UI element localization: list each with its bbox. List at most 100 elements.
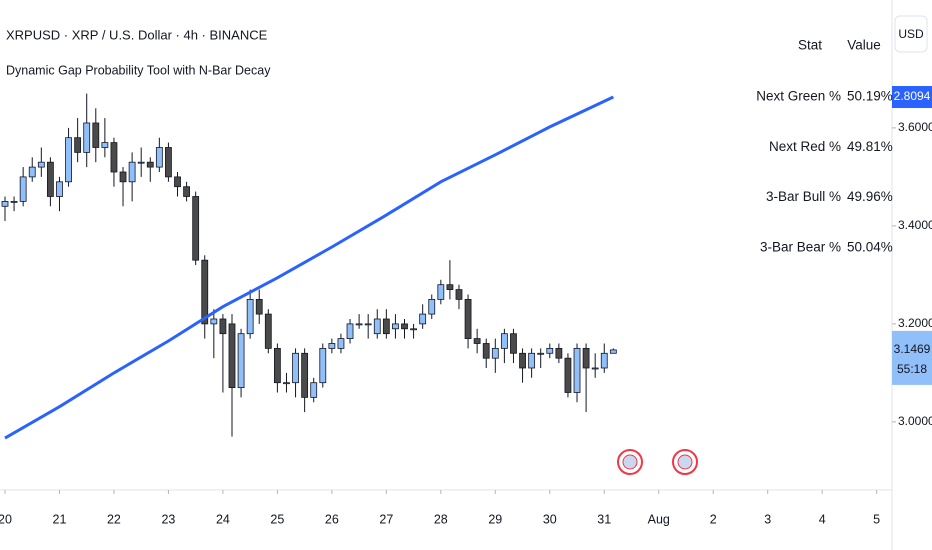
candle-body — [500, 333, 508, 349]
chart-title: XRPUSD · XRP / U.S. Dollar · 4h · BINANC… — [6, 27, 268, 42]
candle-body — [1, 200, 9, 207]
x-tick-label: 23 — [161, 512, 175, 526]
candle-body — [183, 186, 190, 197]
candle-body — [591, 367, 599, 370]
candle-body — [110, 142, 118, 173]
candle-body — [319, 347, 327, 384]
candle-body — [419, 313, 427, 325]
x-tick-label: 29 — [488, 512, 502, 526]
candle-body — [19, 176, 27, 202]
candle-body — [137, 161, 145, 164]
x-tick-label: 27 — [379, 512, 393, 526]
candle-body — [437, 284, 445, 300]
candle-body — [119, 171, 127, 183]
candle-body — [582, 347, 590, 369]
y-tick-label: 3.2000 — [898, 316, 932, 330]
event-icons — [617, 449, 698, 475]
candle-body — [101, 142, 109, 148]
candle-body — [455, 289, 463, 300]
ma-price-label: 2.8094 — [894, 89, 931, 103]
last-price-tag — [892, 330, 932, 385]
candle-body — [310, 382, 318, 398]
x-tick-label: 21 — [53, 512, 67, 526]
currency-label[interactable]: USD — [898, 27, 924, 41]
candle-body — [428, 298, 436, 315]
candle-body — [146, 161, 154, 168]
x-tick-label: 20 — [0, 512, 12, 526]
candle-body — [174, 176, 181, 188]
candle-body — [246, 298, 254, 335]
candle-body — [464, 298, 472, 339]
stat-value: 50.19% — [847, 89, 893, 104]
stats-table: Stat Value Next Green % 50.19% Next Red % 49.… — [756, 38, 893, 255]
candle-body — [555, 347, 563, 359]
x-tick-label: 28 — [434, 512, 448, 526]
candle-body — [201, 259, 209, 325]
candle-body — [410, 328, 417, 331]
candle-body — [83, 122, 91, 153]
stat-name: Next Red % — [769, 139, 841, 154]
y-tick-label: 3.0000 — [898, 414, 932, 428]
candle-body — [491, 347, 499, 359]
table-header: Stat — [798, 38, 822, 53]
stat-name: Next Green % — [756, 89, 841, 104]
candle-body — [546, 347, 554, 354]
candle-body — [292, 352, 299, 384]
candle-body — [192, 196, 200, 261]
candle-body — [537, 352, 545, 355]
candle-body — [155, 147, 163, 168]
candle-body — [37, 161, 45, 168]
candle-body — [301, 352, 309, 398]
x-tick-label: 4 — [819, 512, 826, 526]
candle-body — [46, 161, 54, 197]
x-tick-label: 26 — [325, 512, 339, 526]
countdown-label: 55:18 — [897, 362, 927, 376]
candle-body — [401, 323, 408, 330]
candle-body — [473, 338, 481, 344]
candle-body — [573, 347, 581, 393]
candle-body — [237, 333, 245, 388]
candle-body — [128, 161, 136, 183]
candle-body — [92, 122, 100, 148]
stat-value: 49.81% — [847, 139, 893, 154]
candle-body — [337, 338, 345, 349]
candle-body — [373, 318, 381, 335]
x-tick-label: 22 — [107, 512, 121, 526]
table-header: Value — [847, 38, 881, 53]
x-tick-label: Aug — [648, 512, 670, 526]
stat-name: 3-Bar Bear % — [760, 239, 841, 254]
candle-body — [74, 137, 82, 153]
candle-body — [10, 200, 18, 203]
candle-body — [482, 343, 490, 359]
candle-body — [283, 382, 290, 385]
x-tick-label: 24 — [216, 512, 230, 526]
currency-button[interactable] — [894, 15, 928, 53]
x-tick-label: 3 — [764, 512, 771, 526]
y-tick-label: 3.4000 — [898, 218, 932, 232]
candle-body — [328, 343, 336, 349]
candles — [1, 93, 617, 437]
candle-body — [264, 313, 272, 349]
candle-body — [346, 323, 354, 339]
candle-body — [219, 318, 227, 335]
candle-body — [392, 323, 399, 330]
candle-body — [519, 352, 526, 369]
ma-price-tag — [892, 86, 932, 109]
x-tick-label: 31 — [597, 512, 611, 526]
x-tick-label: 5 — [873, 512, 880, 526]
y-tick-label: 3.6000 — [898, 120, 932, 134]
candle-body — [210, 318, 218, 325]
x-tick-label: 2 — [710, 512, 717, 526]
indicator-title: Dynamic Gap Probability Tool with N-Bar … — [6, 63, 271, 77]
candle-body — [165, 147, 172, 178]
x-tick-label: 25 — [270, 512, 284, 526]
candle-body — [273, 347, 281, 384]
stat-value: 49.96% — [847, 189, 893, 204]
candle-body — [56, 181, 63, 197]
stat-value: 50.04% — [847, 239, 893, 254]
candle-body — [28, 166, 36, 178]
candle-body — [600, 352, 608, 369]
candle-body — [65, 137, 72, 183]
candle-body — [528, 352, 536, 369]
